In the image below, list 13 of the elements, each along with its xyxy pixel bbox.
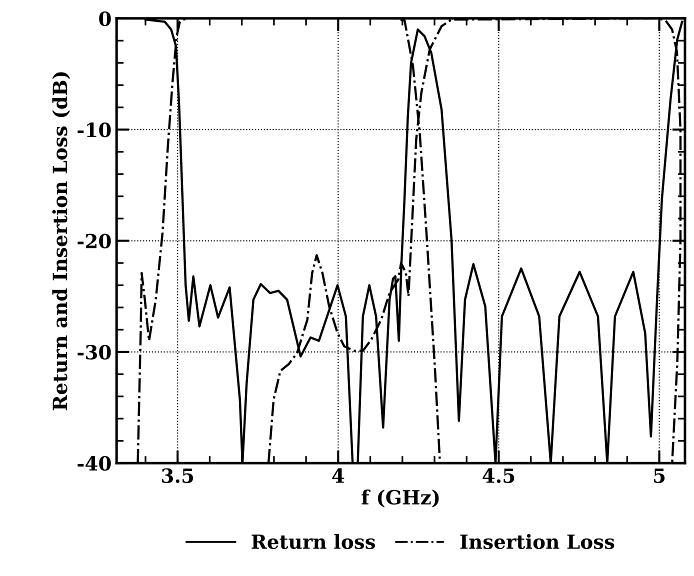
- y-tick-label: -30: [78, 344, 111, 360]
- x-tick-label: 4.5: [482, 468, 514, 484]
- x-tick-label: 4: [332, 468, 344, 483]
- legend-label: Return loss: [252, 534, 376, 550]
- y-tick-label: -10: [78, 122, 111, 138]
- y-tick-label: -40: [78, 456, 111, 471]
- x-tick-label: 3.5: [162, 468, 194, 484]
- x-axis-title: f (GHz): [362, 490, 439, 508]
- y-tick-label: -20: [78, 234, 111, 248]
- y-axis-title: Return and Insertion Loss (dB): [52, 72, 70, 410]
- legend-label: Insertion Loss: [460, 534, 614, 550]
- y-tick-label: 0: [99, 11, 111, 26]
- x-tick-label: 5: [654, 468, 665, 484]
